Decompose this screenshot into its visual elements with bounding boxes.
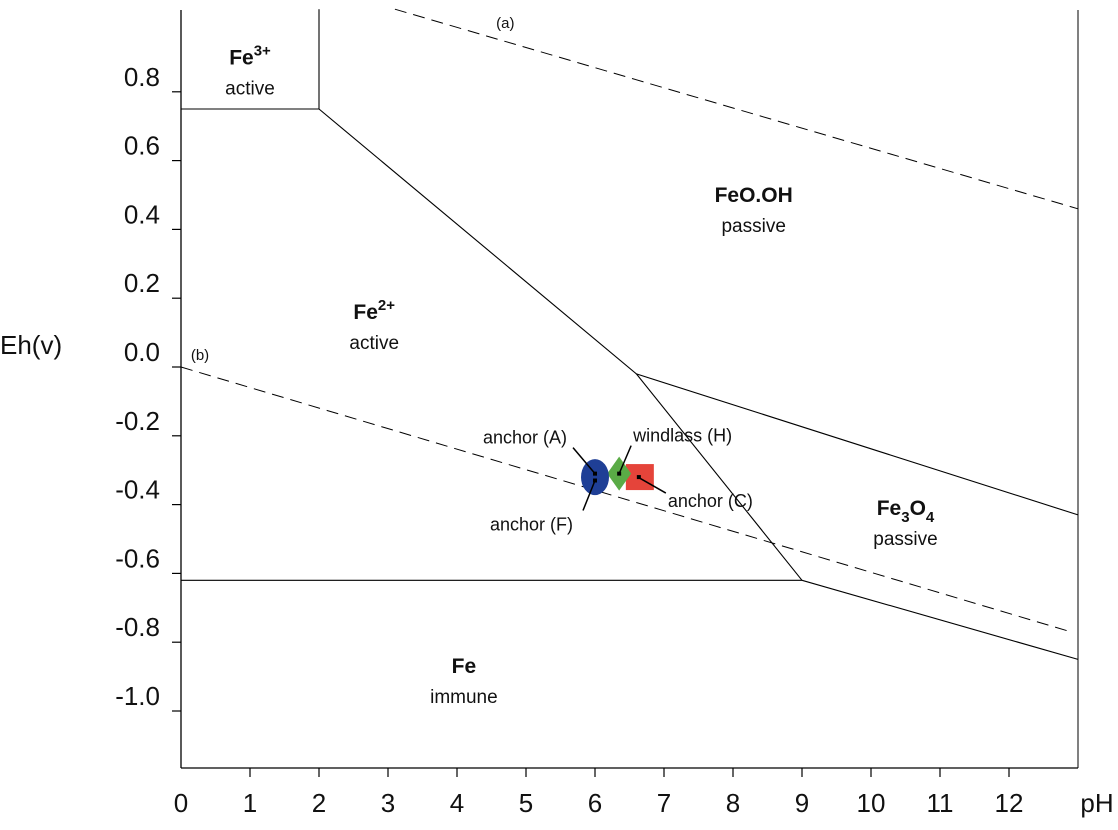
region-labels: Fe3+ active FeO.OH passive Fe2+ active Fe3O4 pa… (225, 42, 938, 708)
y-axis-label: Eh(v) (0, 330, 62, 360)
windlass-h-label: windlass (H) (632, 426, 732, 446)
anchor-af-marker (581, 459, 609, 496)
region-name-label: FeO.OH (715, 184, 793, 207)
x-tick-label: 9 (795, 788, 809, 818)
boundary-line-3 (635, 373, 803, 581)
x-tick-label: 3 (381, 788, 395, 818)
y-tick-label: -0.6 (115, 543, 160, 573)
axis-ticks: 0 1 2 3 4 5 6 7 8 9 10 11 120.80.60.40.20.0-0.2-0.4-… (115, 62, 1023, 818)
anchor-c-label: anchor (C) (668, 491, 753, 511)
x-tick-label: 7 (657, 788, 671, 818)
region-state-label: active (349, 333, 399, 354)
x-tick-label: 1 (243, 788, 257, 818)
anchor-a-leader (572, 447, 596, 475)
x-tick-label: 11 (927, 788, 954, 818)
region-state-label: immune (430, 687, 498, 708)
region-name-label: Fe3+ (229, 42, 271, 69)
y-tick-label: 0.4 (124, 199, 160, 229)
y-tick-label: 0.2 (124, 268, 160, 298)
x-tick-label: 6 (588, 788, 602, 818)
sample-points: anchor (A) anchor (F) windlass (H) anchor (… (483, 426, 753, 535)
anchor-a-label: anchor (A) (483, 428, 567, 448)
anchor-c-leader (637, 476, 667, 494)
boundary-line-2 (318, 108, 637, 375)
dashed-line-label-a: (a) (496, 15, 514, 32)
y-tick-label: -0.2 (115, 406, 160, 436)
y-tick-label: 0.0 (124, 337, 160, 367)
boundary-line-4 (636, 373, 1079, 516)
x-tick-label: 8 (726, 788, 740, 818)
anchor-f-leader (582, 480, 596, 511)
region-state-label: passive (873, 529, 937, 550)
stability-lines: (a) (b) (180, 8, 1079, 633)
x-axis-label: pH (1080, 788, 1113, 818)
x-tick-label: 5 (519, 788, 533, 818)
region-boundaries (181, 9, 1079, 660)
region-state-label: active (225, 78, 275, 99)
region-state-label: passive (721, 216, 785, 237)
anchor-f-label: anchor (F) (490, 515, 573, 535)
x-tick-label: 0 (174, 788, 188, 818)
x-tick-label: 10 (857, 788, 886, 818)
region-name-label: Fe2+ (353, 297, 395, 324)
plot-frame (180, 10, 1079, 769)
dashed-line-1 (180, 366, 1072, 633)
y-tick-label: -0.4 (115, 475, 160, 505)
dashed-line-label-b: (b) (191, 347, 209, 364)
x-tick-label: 4 (450, 788, 464, 818)
region-name-label: Fe3O4 (877, 497, 935, 526)
y-tick-label: -1.0 (115, 681, 160, 711)
x-tick-label: 2 (312, 788, 326, 818)
boundary-line-6 (801, 579, 1079, 660)
x-tick-label: 12 (995, 788, 1024, 818)
y-tick-label: 0.6 (124, 131, 160, 161)
windlass-h-leader (618, 445, 632, 474)
y-tick-label: 0.8 (124, 62, 160, 92)
y-tick-label: -0.8 (115, 612, 160, 642)
dashed-line-0 (394, 8, 1079, 210)
region-name-label: Fe (452, 655, 477, 678)
